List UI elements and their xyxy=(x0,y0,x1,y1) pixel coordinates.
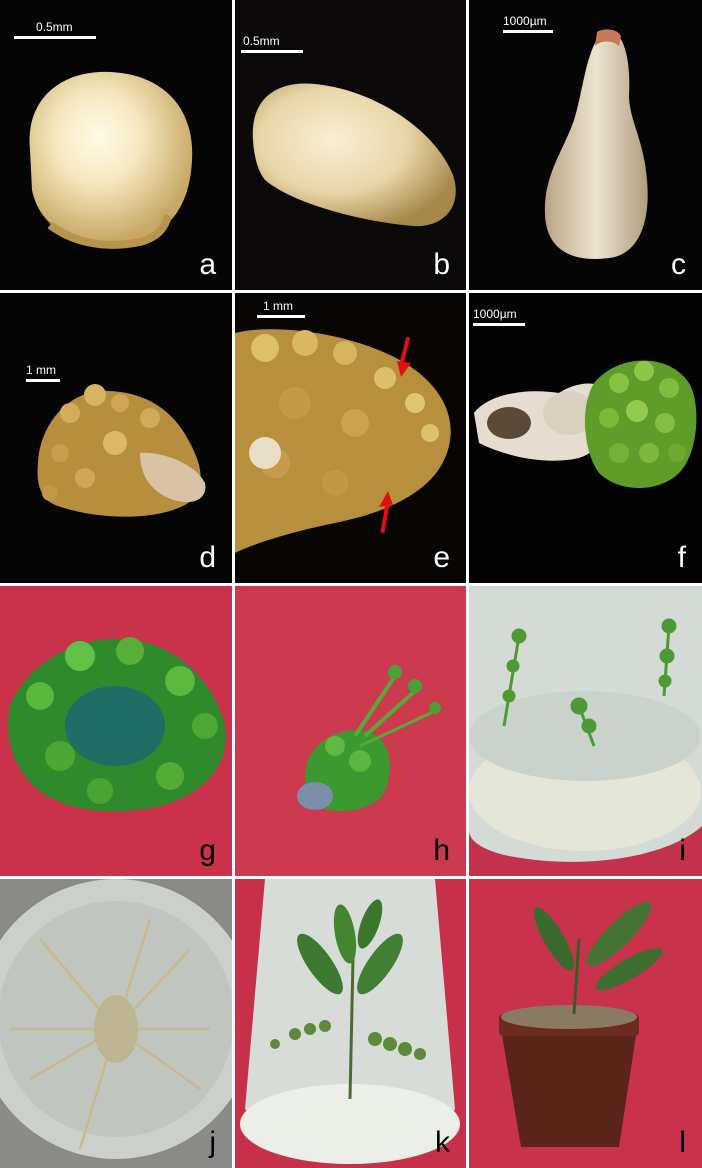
panel-label-i: i xyxy=(679,834,686,867)
panel-c: 1000µm c xyxy=(469,0,702,290)
plantlet-k xyxy=(270,899,426,1100)
pot-l xyxy=(501,1029,637,1147)
panel-label-g: g xyxy=(199,834,216,867)
callus-e xyxy=(235,329,451,553)
panel-label-c: c xyxy=(671,248,686,281)
plantlets-i xyxy=(502,618,677,747)
panel-label-f: f xyxy=(677,541,686,574)
panel-k-photo xyxy=(235,879,466,1168)
scale-line-c xyxy=(503,30,553,33)
panel-i: i xyxy=(469,586,702,876)
panel-h: h xyxy=(235,586,466,876)
panel-label-d: d xyxy=(199,541,216,574)
scale-bar-d: 1 mm xyxy=(26,363,60,387)
panel-label-h: h xyxy=(433,834,450,867)
scale-bar-c: 1000µm xyxy=(503,14,553,38)
scale-label-f: 1000µm xyxy=(473,307,517,321)
scale-line-f xyxy=(473,323,525,326)
shoots-h xyxy=(297,665,441,811)
scale-line-d xyxy=(26,379,60,382)
arrow-lower xyxy=(379,491,393,534)
panel-i-photo xyxy=(469,586,702,876)
seedling-l xyxy=(534,901,663,1015)
scale-label-b: 0.5mm xyxy=(243,34,280,48)
panel-b-photo xyxy=(235,0,466,290)
panel-b: 0.5mm b xyxy=(235,0,466,290)
scale-bar-b: 0.5mm xyxy=(241,34,303,58)
panel-l-photo xyxy=(469,879,702,1168)
shoot-cluster-g xyxy=(8,637,226,812)
panel-j: j xyxy=(0,879,232,1168)
green-callus-f xyxy=(584,360,697,488)
panel-g-photo xyxy=(0,586,232,876)
panel-label-k: k xyxy=(435,1126,450,1159)
panel-label-b: b xyxy=(433,248,450,281)
scale-bar-f: 1000µm xyxy=(473,307,525,331)
scale-label-a: 0.5mm xyxy=(36,20,73,34)
medium-k xyxy=(240,1084,460,1164)
arrow-upper xyxy=(397,336,411,377)
scale-bar-a: 0.5mm xyxy=(14,20,96,44)
seed-a xyxy=(29,71,193,245)
panel-a-photo xyxy=(0,0,232,290)
panel-j-photo xyxy=(0,879,232,1168)
scale-bar-e: 1 mm xyxy=(257,299,305,323)
panel-f-photo xyxy=(469,293,702,583)
panel-a: 0.5mm a xyxy=(0,0,232,290)
panel-g: g xyxy=(0,586,232,876)
panel-label-l: l xyxy=(679,1126,686,1159)
callus-d xyxy=(37,384,206,517)
scale-label-d: 1 mm xyxy=(26,363,56,377)
panel-d-photo xyxy=(0,293,232,583)
seed-b xyxy=(252,83,456,227)
panel-k: k xyxy=(235,879,466,1168)
scale-label-c: 1000µm xyxy=(503,14,547,28)
scale-line-a xyxy=(14,36,96,39)
panel-l: l xyxy=(469,879,702,1168)
explant-f xyxy=(474,383,613,461)
seedling-c xyxy=(544,30,648,259)
panel-label-j: j xyxy=(209,1126,216,1159)
panel-e-photo xyxy=(235,293,466,583)
scale-line-e xyxy=(257,315,305,318)
panel-f: 1000µm f xyxy=(469,293,702,583)
panel-e: 1 mm e xyxy=(235,293,466,583)
panel-label-e: e xyxy=(433,541,450,574)
panel-c-photo xyxy=(469,0,702,290)
panel-label-a: a xyxy=(199,248,216,281)
panel-h-photo xyxy=(235,586,466,876)
soil-l xyxy=(501,1005,637,1029)
scale-line-b xyxy=(241,50,303,53)
scale-label-e: 1 mm xyxy=(263,299,293,313)
panel-d: 1 mm d xyxy=(0,293,232,583)
